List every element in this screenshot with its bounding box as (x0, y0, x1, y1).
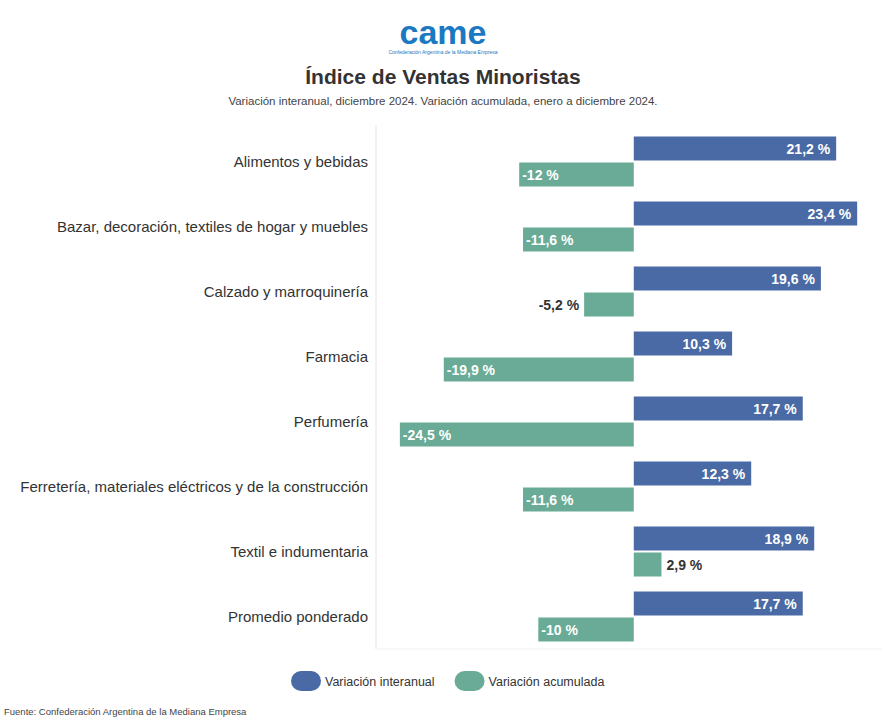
data-label: 18,9 % (765, 531, 809, 547)
logo-caption: Confederación Argentina de la Mediana Em… (388, 49, 497, 55)
bar (634, 397, 803, 421)
data-label: 10,3 % (683, 336, 727, 352)
bar (584, 293, 634, 317)
category-label: Alimentos y bebidas (234, 153, 368, 170)
bar (444, 358, 634, 382)
data-label: -12 % (522, 167, 559, 183)
legend-label: Variación interanual (325, 675, 435, 689)
legend-label: Variación acumulada (489, 675, 605, 689)
bars (400, 137, 857, 642)
bar (634, 137, 836, 161)
data-label: -10 % (541, 622, 578, 638)
data-label: 17,7 % (753, 401, 797, 417)
bar (523, 488, 634, 512)
legend: Variación interanual Variación acumulada (291, 671, 604, 691)
bar (523, 228, 634, 252)
data-label: 2,9 % (666, 557, 702, 573)
logo: came (400, 13, 487, 51)
bar (634, 462, 751, 486)
bar (634, 553, 662, 577)
data-label: 21,2 % (787, 141, 831, 157)
data-label: -19,9 % (447, 362, 496, 378)
labels: Alimentos y bebidas 21,2 % -12 % Bazar, dec… (20, 141, 851, 638)
category-label: Ferretería, materiales eléctricos y de l… (20, 478, 368, 495)
chart: cameConfederación Argentina de la Median… (0, 0, 886, 726)
category-label: Bazar, decoración, textiles de hogar y m… (57, 218, 368, 235)
category-label: Textil e indumentaria (230, 543, 368, 560)
bar (634, 592, 803, 616)
data-label: 17,7 % (753, 596, 797, 612)
bar (634, 267, 821, 291)
axis-line-x (376, 649, 882, 650)
legend-swatch (455, 671, 485, 691)
axis-line-left (376, 125, 377, 649)
data-label: -24,5 % (403, 427, 452, 443)
logo-text: came (400, 13, 487, 51)
bar (634, 202, 857, 226)
category-label: Promedio ponderado (228, 608, 368, 625)
title: Índice de Ventas Minoristas (305, 65, 580, 88)
chart-container: cameConfederación Argentina de la Median… (0, 0, 886, 726)
legend-swatch (291, 671, 321, 691)
bar (634, 527, 814, 551)
category-label: Farmacia (305, 348, 368, 365)
data-label: 19,6 % (771, 271, 815, 287)
data-label: 12,3 % (702, 466, 746, 482)
bar (519, 163, 634, 187)
category-label: Calzado y marroquinería (204, 283, 369, 300)
subtitle: Variación interanual, diciembre 2024. Va… (228, 95, 657, 107)
data-label: 23,4 % (808, 206, 852, 222)
bar (538, 618, 633, 642)
data-label: -5,2 % (539, 297, 580, 313)
source: Fuente: Confederación Argentina de la Me… (4, 706, 247, 717)
bar (634, 332, 732, 356)
data-label: -11,6 % (526, 232, 574, 248)
data-label: -11,6 % (526, 492, 574, 508)
bar (400, 423, 634, 447)
category-label: Perfumería (294, 413, 369, 430)
